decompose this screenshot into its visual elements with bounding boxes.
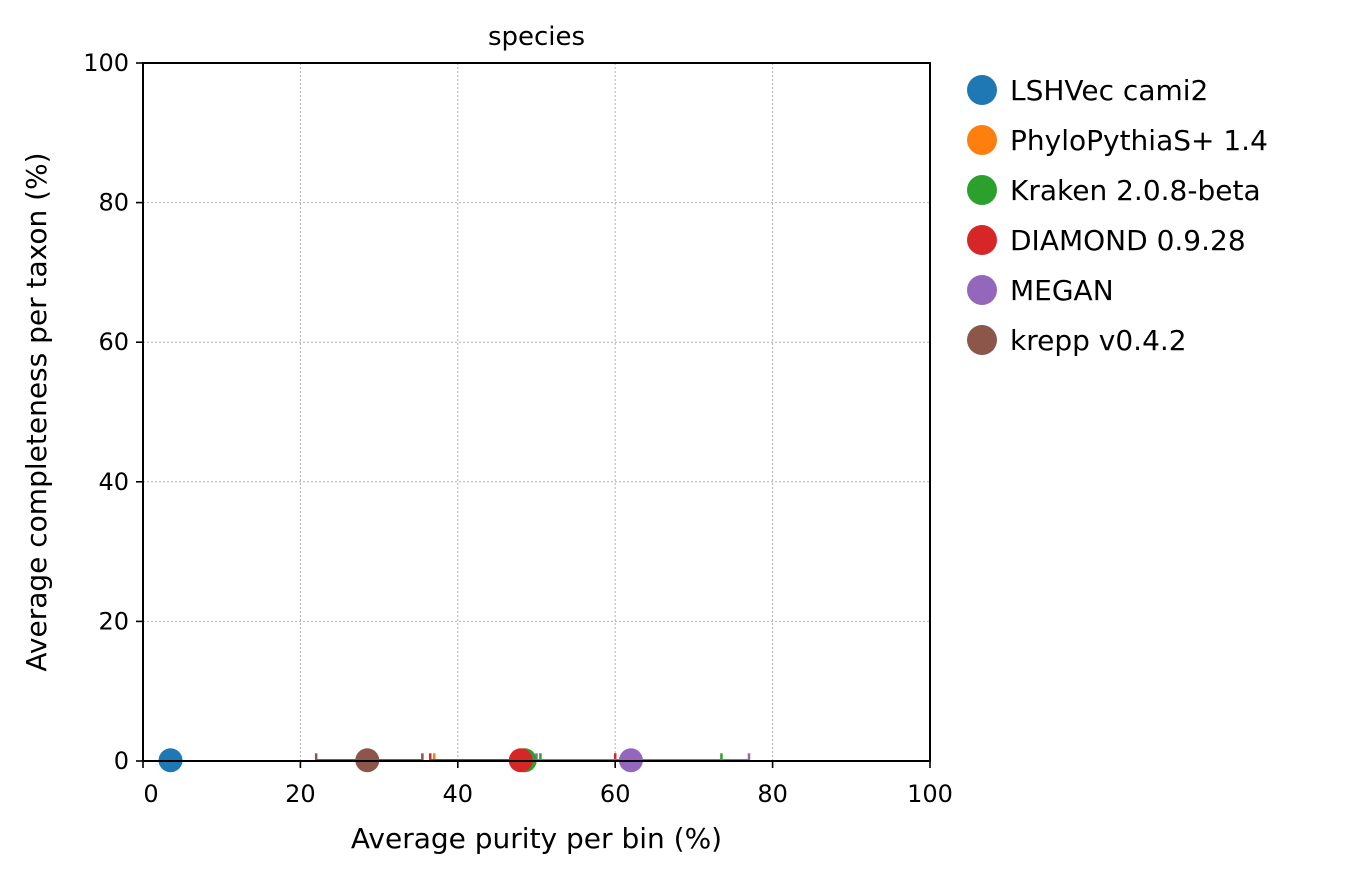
- legend-item: krepp v0.4.2: [967, 324, 1187, 357]
- legend-marker: [967, 275, 997, 305]
- axis-ticks: 0 20 40 60 80 100 0 20 40 60 80 100: [83, 49, 953, 808]
- legend-label: DIAMOND 0.9.28: [1010, 224, 1246, 257]
- x-tick-label: 100: [907, 780, 953, 808]
- x-tick-label: 0: [143, 780, 158, 808]
- grid: [143, 63, 930, 761]
- y-tick-label: 40: [98, 468, 129, 496]
- legend: LSHVec cami2 PhyloPythiaS+ 1.4 Kraken 2.0.…: [967, 74, 1268, 357]
- legend-label: Kraken 2.0.8-beta: [1010, 174, 1261, 207]
- legend-marker: [967, 75, 997, 105]
- legend-marker: [967, 325, 997, 355]
- plot-frame: [142, 62, 931, 762]
- x-tick-label: 20: [285, 780, 316, 808]
- x-tick-label: 80: [757, 780, 788, 808]
- legend-marker: [967, 125, 997, 155]
- error-bars: [168, 753, 751, 762]
- chart-title: species: [488, 22, 585, 52]
- legend-marker: [967, 175, 997, 205]
- legend-label: krepp v0.4.2: [1010, 324, 1187, 357]
- legend-item: DIAMOND 0.9.28: [967, 224, 1246, 257]
- y-tick-label: 20: [98, 607, 129, 635]
- legend-item: PhyloPythiaS+ 1.4: [967, 124, 1268, 157]
- legend-item: Kraken 2.0.8-beta: [967, 174, 1261, 207]
- x-tick-label: 60: [600, 780, 631, 808]
- y-tick-label: 60: [98, 328, 129, 356]
- legend-label: MEGAN: [1010, 274, 1114, 307]
- y-tick-label: 80: [98, 189, 129, 217]
- y-tick-label: 0: [114, 747, 129, 775]
- legend-label: LSHVec cami2: [1010, 74, 1208, 107]
- y-tick-label: 100: [83, 49, 129, 77]
- legend-label: PhyloPythiaS+ 1.4: [1010, 124, 1268, 157]
- legend-item: MEGAN: [967, 274, 1114, 307]
- y-axis-label: Average completeness per taxon (%): [20, 152, 53, 671]
- legend-item: LSHVec cami2: [967, 74, 1208, 107]
- x-tick-label: 40: [443, 780, 474, 808]
- x-axis-label: Average purity per bin (%): [351, 822, 722, 855]
- legend-marker: [967, 225, 997, 255]
